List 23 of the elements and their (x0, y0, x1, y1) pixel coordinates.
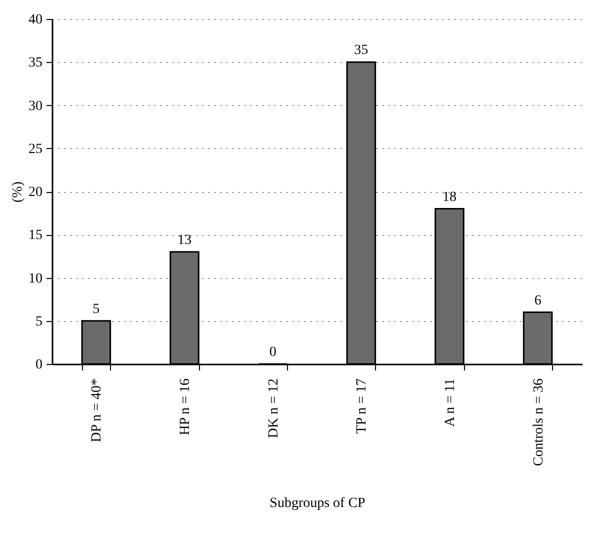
y-tick-label: 0 (36, 358, 42, 372)
y-axis-title: (%) (10, 181, 26, 202)
x-tick-label: HP n = 16 (178, 378, 193, 436)
y-tick-label: 10 (28, 271, 42, 286)
x-axis-title: Subgroups of CP (270, 496, 366, 512)
y-tick-label: 5 (36, 314, 42, 330)
y-tick-label: 15 (28, 228, 42, 244)
data-label: 18 (442, 190, 456, 205)
y-tick-label: 35 (28, 56, 42, 71)
data-label: 6 (534, 293, 542, 308)
x-tick-label: TP n = 17 (354, 378, 370, 434)
y-tick-label: 40 (28, 12, 42, 28)
x-tick-label: DP n = 40* (90, 378, 105, 442)
data-label: 5 (92, 302, 100, 317)
y-tick-label: 25 (28, 142, 42, 157)
y-tick-label: 20 (28, 185, 42, 200)
y-tick-label: 30 (28, 98, 42, 114)
x-tick-label: DK n = 12 (266, 378, 282, 438)
data-label: 0 (269, 345, 276, 360)
x-tick-label: A n = 11 (443, 378, 458, 427)
data-label: 35 (354, 43, 368, 58)
data-label: 13 (178, 232, 192, 248)
x-tick-label: Controls n = 36 (531, 378, 546, 466)
